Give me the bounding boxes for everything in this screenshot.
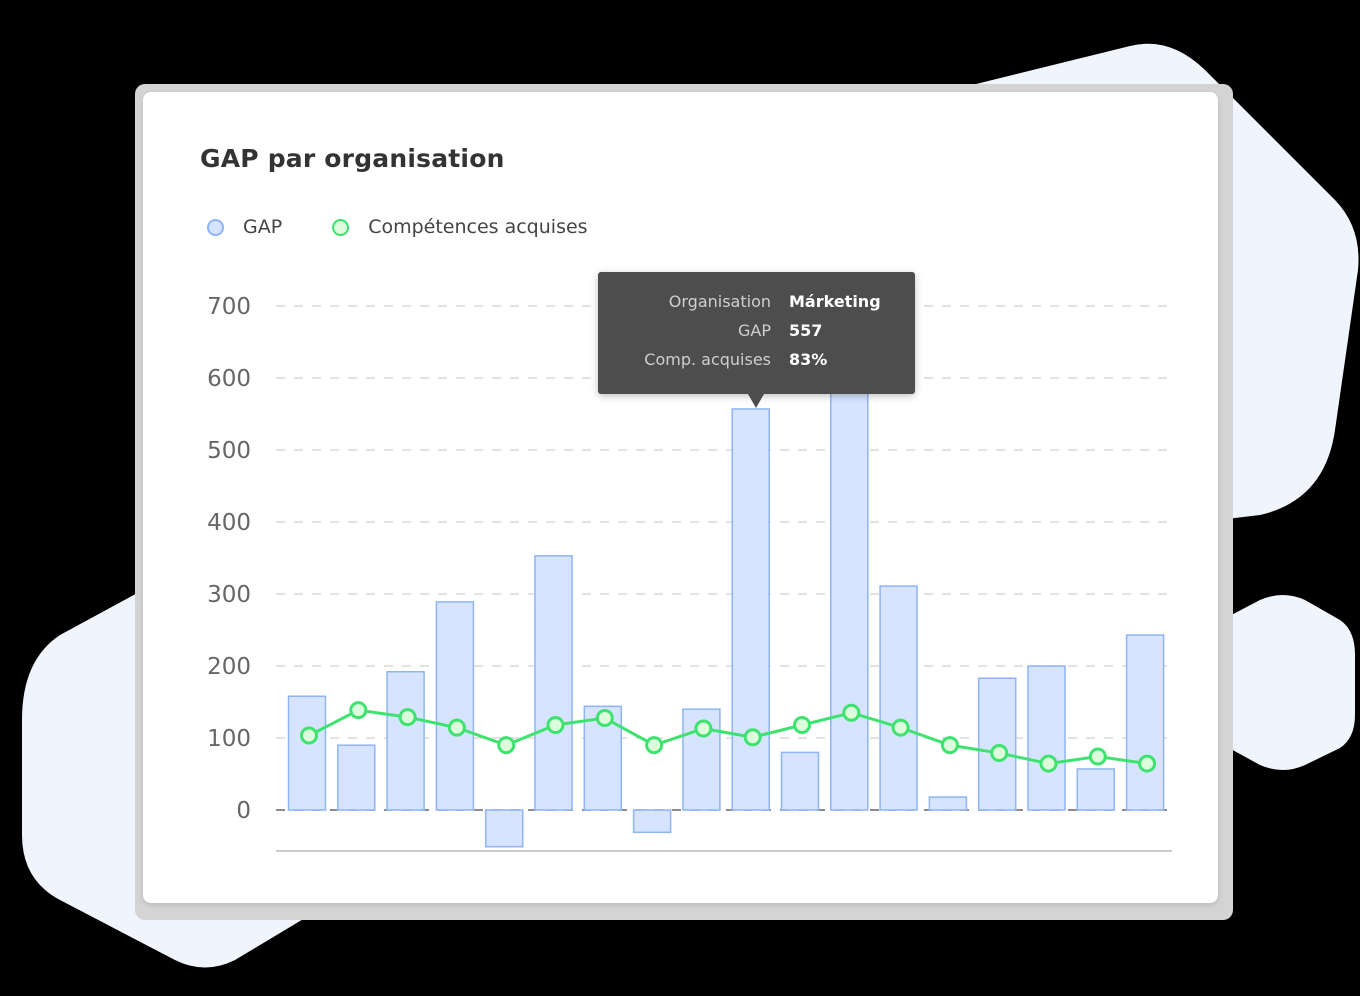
gap-bar[interactable] <box>731 408 770 811</box>
competences-line <box>300 701 1157 773</box>
legend-item-competences[interactable]: Compétences acquises <box>332 216 588 238</box>
competences-marker[interactable] <box>595 709 614 728</box>
gap-bar[interactable] <box>780 751 820 811</box>
tooltip-row-comp-acquises: Comp. acquises 83% <box>598 350 915 378</box>
legend-competences-marker-icon <box>332 218 350 236</box>
tooltip-row-organisation: Organisation Márketing <box>598 292 915 320</box>
y-tick-label: 400 <box>207 510 251 536</box>
tooltip-key: GAP <box>738 321 771 340</box>
gap-bar[interactable] <box>287 695 327 811</box>
y-tick-label: 300 <box>207 582 251 608</box>
background-blob-left <box>22 590 330 968</box>
legend-item-gap[interactable]: GAP <box>207 216 282 238</box>
gap-bar[interactable] <box>879 585 918 811</box>
competences-marker[interactable] <box>447 718 466 737</box>
gap-bar[interactable] <box>337 744 376 811</box>
gap-bar[interactable] <box>484 809 524 848</box>
legend-gap-marker-icon <box>207 218 224 236</box>
y-tick-label: 200 <box>207 654 251 680</box>
y-tick-label: 600 <box>207 366 251 392</box>
competences-marker[interactable] <box>694 719 713 738</box>
competences-marker[interactable] <box>497 736 516 755</box>
gap-bar[interactable] <box>386 671 425 811</box>
legend-competences-label: Compétences acquises <box>368 216 588 238</box>
y-tick-label: 700 <box>207 294 251 320</box>
competences-marker[interactable] <box>546 716 565 735</box>
tooltip-row-gap: GAP 557 <box>598 321 915 349</box>
tooltip-key: Comp. acquises <box>644 350 771 369</box>
tooltip-key: Organisation <box>668 292 771 311</box>
chart-plot-area: 0 100 200 300 400 500 600 700 <box>207 294 1172 852</box>
competences-marker[interactable] <box>793 716 811 735</box>
chart-legend: GAP Compétences acquises <box>207 216 638 238</box>
gap-bar[interactable] <box>435 601 475 811</box>
gap-bar[interactable] <box>632 809 672 834</box>
competences-polyline <box>308 708 1148 766</box>
competences-marker[interactable] <box>300 726 318 745</box>
gap-bars <box>287 348 1165 848</box>
y-tick-label: 500 <box>207 438 251 464</box>
competences-marker[interactable] <box>1088 747 1107 766</box>
competences-marker[interactable] <box>1039 754 1058 773</box>
competences-marker[interactable] <box>398 708 417 727</box>
gap-bar[interactable] <box>534 555 573 811</box>
gap-bar[interactable] <box>1125 634 1165 811</box>
tooltip-value: 557 <box>789 321 823 340</box>
y-axis-ticks: 0 100 200 300 400 500 600 700 <box>207 294 251 824</box>
gap-bar[interactable] <box>977 677 1017 811</box>
competences-marker[interactable] <box>891 718 910 737</box>
chart-title: GAP par organisation <box>200 144 505 173</box>
tooltip-arrow-icon <box>748 394 764 408</box>
competences-marker[interactable] <box>349 701 368 720</box>
competences-marker[interactable] <box>990 744 1009 763</box>
competences-marker[interactable] <box>645 736 664 755</box>
competences-marker[interactable] <box>940 736 959 755</box>
chart-tooltip: Organisation Márketing GAP 557 Comp. acq… <box>598 272 915 408</box>
competences-marker[interactable] <box>1138 754 1157 773</box>
gap-bar[interactable] <box>830 348 869 811</box>
tooltip-value: Márketing <box>789 292 881 311</box>
gap-bar[interactable] <box>1027 665 1066 811</box>
chart-gridlines <box>276 305 1172 811</box>
gap-bar[interactable] <box>928 796 968 811</box>
gap-bar[interactable] <box>1076 768 1116 811</box>
legend-gap-label: GAP <box>243 216 283 238</box>
background-blob-right <box>1218 595 1355 770</box>
competences-marker[interactable] <box>842 703 861 722</box>
background-blob-top-right <box>960 43 1359 521</box>
chart-card: GAP par organisation GAP Compétences acq… <box>143 92 1218 903</box>
y-tick-label: 0 <box>236 798 251 824</box>
tooltip-value: 83% <box>789 350 828 369</box>
competences-marker[interactable] <box>743 728 762 747</box>
y-tick-label: 100 <box>207 726 251 752</box>
